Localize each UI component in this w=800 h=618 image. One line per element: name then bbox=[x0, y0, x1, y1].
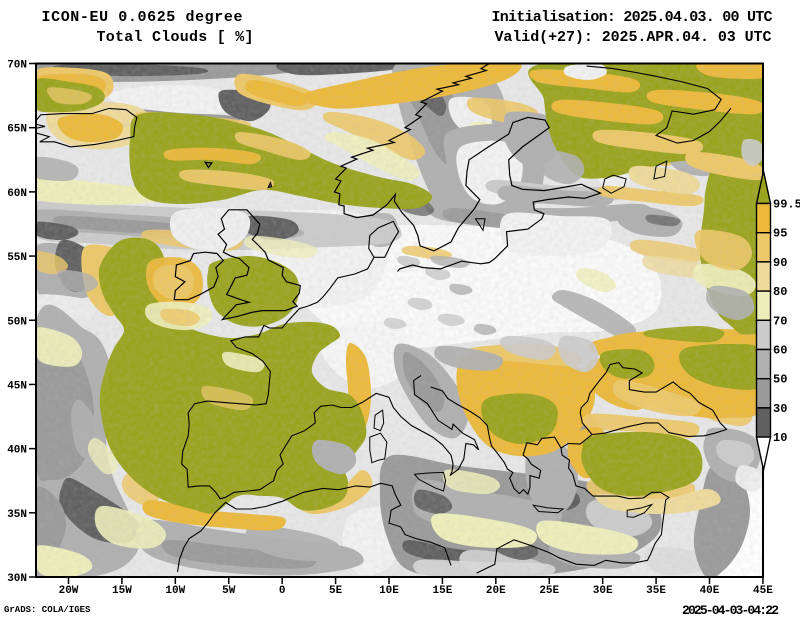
svg-text:2025-04-03-04:22: 2025-04-03-04:22 bbox=[682, 603, 779, 618]
svg-text:40E: 40E bbox=[700, 585, 720, 597]
svg-text:Total Clouds [ %]: Total Clouds [ %] bbox=[97, 29, 254, 46]
svg-text:70: 70 bbox=[773, 314, 787, 328]
svg-text:30: 30 bbox=[773, 402, 787, 416]
svg-text:90: 90 bbox=[773, 256, 787, 270]
svg-text:Initialisation: 2025.04.03. 00: Initialisation: 2025.04.03. 00 UTC bbox=[492, 9, 773, 26]
svg-text:55N: 55N bbox=[7, 252, 27, 264]
svg-text:45N: 45N bbox=[7, 380, 27, 392]
svg-text:10W: 10W bbox=[165, 585, 185, 597]
svg-text:ICON-EU 0.0625 degree: ICON-EU 0.0625 degree bbox=[42, 9, 243, 26]
svg-text:95: 95 bbox=[773, 227, 787, 241]
svg-text:80: 80 bbox=[773, 285, 787, 299]
svg-text:60N: 60N bbox=[7, 188, 27, 200]
svg-text:25E: 25E bbox=[539, 585, 559, 597]
svg-text:30E: 30E bbox=[593, 585, 613, 597]
svg-text:10E: 10E bbox=[379, 585, 399, 597]
svg-text:99.5: 99.5 bbox=[773, 198, 800, 212]
svg-text:Valid(+27): 2025.APR.04. 03 UT: Valid(+27): 2025.APR.04. 03 UTC bbox=[495, 29, 772, 46]
svg-text:70N: 70N bbox=[7, 60, 27, 72]
svg-text:45E: 45E bbox=[753, 585, 773, 597]
svg-text:0: 0 bbox=[279, 585, 286, 597]
svg-text:5W: 5W bbox=[222, 585, 236, 597]
svg-text:5E: 5E bbox=[329, 585, 343, 597]
svg-text:35N: 35N bbox=[7, 509, 27, 521]
svg-text:GrADS: COLA/IGES: GrADS: COLA/IGES bbox=[4, 605, 91, 615]
svg-text:30N: 30N bbox=[7, 573, 27, 585]
svg-text:50: 50 bbox=[773, 373, 787, 387]
svg-text:15E: 15E bbox=[433, 585, 453, 597]
svg-text:10: 10 bbox=[773, 431, 787, 445]
svg-text:50N: 50N bbox=[7, 316, 27, 328]
svg-text:40N: 40N bbox=[7, 445, 27, 457]
svg-text:35E: 35E bbox=[646, 585, 666, 597]
svg-text:65N: 65N bbox=[7, 124, 27, 136]
svg-text:15W: 15W bbox=[112, 585, 132, 597]
svg-text:60: 60 bbox=[773, 344, 787, 358]
svg-text:20W: 20W bbox=[59, 585, 79, 597]
svg-text:20E: 20E bbox=[486, 585, 506, 597]
